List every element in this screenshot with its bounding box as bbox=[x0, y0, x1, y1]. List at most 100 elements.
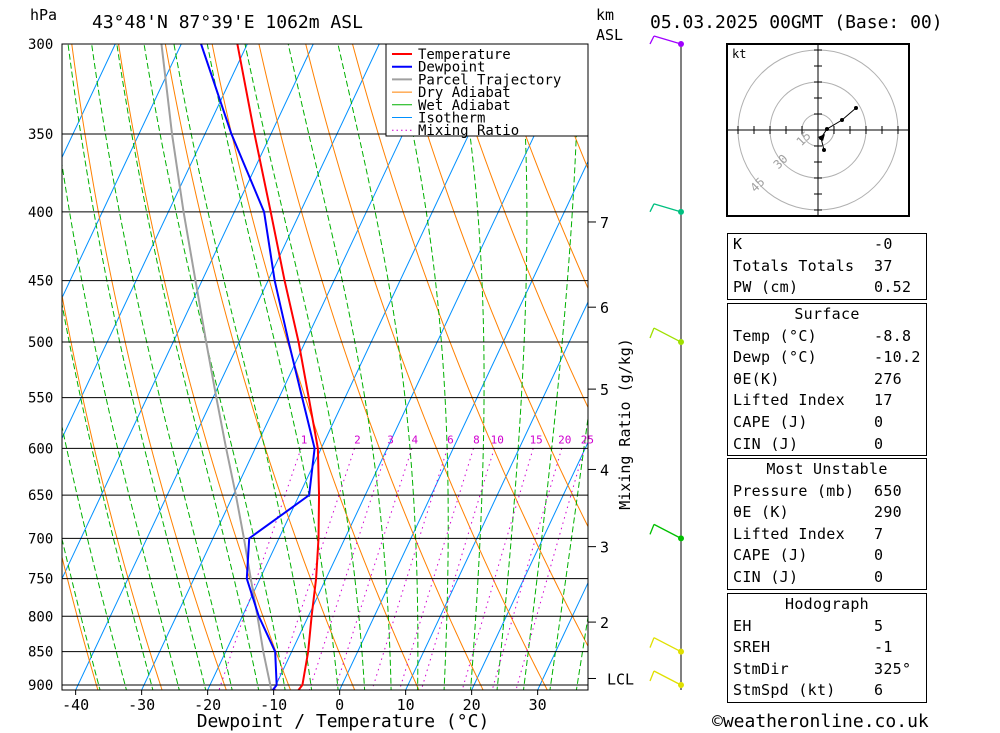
index-key: θE (K) bbox=[733, 503, 789, 522]
legend-label: Parcel Trajectory bbox=[418, 72, 561, 88]
index-key: Pressure (mb) bbox=[733, 481, 855, 500]
index-value: -0 bbox=[874, 235, 893, 253]
wind-barb-shaft bbox=[653, 523, 682, 539]
temperature-tick-label: -10 bbox=[260, 696, 287, 714]
index-row: Dewp (°C) -10.2 bbox=[728, 347, 926, 369]
mixing-ratio-line bbox=[334, 448, 413, 690]
pressure-tick-label: 450 bbox=[28, 274, 53, 290]
legend-label: Dry Adiabat bbox=[418, 85, 511, 101]
index-row: CIN (J) 0 bbox=[728, 567, 926, 589]
index-row: θE(K) 276 bbox=[728, 369, 926, 391]
isotherm-line bbox=[471, 441, 588, 690]
wet-adiabat-line bbox=[496, 44, 528, 690]
plot-grid bbox=[62, 44, 1000, 693]
hodograph-point bbox=[822, 148, 826, 152]
index-key: θE(K) bbox=[733, 369, 780, 388]
mixing-ratio-label: 2 bbox=[354, 433, 361, 446]
profiles bbox=[160, 44, 321, 690]
wet-adiabat-line bbox=[206, 44, 339, 690]
index-row: CAPE (J) 0 bbox=[728, 545, 926, 567]
wind-barb-flag bbox=[649, 35, 655, 45]
wind-barb bbox=[649, 523, 682, 539]
legend-label: Temperature bbox=[418, 47, 511, 63]
pressure-tick-label: 550 bbox=[28, 391, 53, 407]
legend-label: Dewpoint bbox=[418, 60, 485, 76]
index-key: StmSpd (kt) bbox=[733, 681, 836, 700]
dry-adiabat-line bbox=[211, 44, 420, 690]
pressure-tick-label: 650 bbox=[28, 488, 53, 504]
index-value: -1 bbox=[874, 638, 893, 657]
wet-adiabat-line bbox=[62, 161, 180, 690]
pressure-tick-label: 300 bbox=[28, 37, 53, 53]
wind-barb-shaft bbox=[653, 327, 682, 343]
dry-adiabat-line bbox=[398, 44, 588, 528]
mixing-ratio-labels: 1 2 3 4 6 8 10 15 20 25 bbox=[301, 433, 594, 446]
x-axis-title: Dewpoint / Temperature (°C) bbox=[197, 711, 490, 732]
index-row: CAPE (J) 0 bbox=[728, 412, 926, 434]
dry-adiabat-line bbox=[492, 44, 588, 290]
isotherm-line bbox=[405, 300, 588, 690]
plot-frame bbox=[61, 43, 589, 691]
index-key: Temp (°C) bbox=[733, 326, 817, 345]
dewpoint-line bbox=[200, 44, 316, 690]
wind-barb-flag bbox=[649, 203, 655, 213]
dry-adiabat-line bbox=[62, 292, 163, 690]
mixing-ratio-label: 25 bbox=[581, 433, 594, 446]
index-value: 7 bbox=[874, 524, 884, 543]
mixing-ratio-label: 3 bbox=[387, 433, 394, 446]
index-value: 6 bbox=[874, 681, 884, 700]
height-tick-label: 3 bbox=[600, 539, 609, 557]
mixing-ratio-label: 6 bbox=[447, 433, 454, 446]
surface-box: Surface Temp (°C) -8.8 Dewp (°C) -10.2 θE(K)… bbox=[727, 303, 927, 457]
isotherm-line bbox=[537, 581, 588, 690]
isotherm-line bbox=[339, 160, 588, 690]
wind-barb-shaft bbox=[653, 670, 682, 686]
height-tick-label: LCL bbox=[607, 670, 634, 688]
index-value: 276 bbox=[874, 369, 902, 388]
index-key: Lifted Index bbox=[733, 391, 845, 410]
wind-barb bbox=[649, 327, 682, 343]
dry-adiabat-line bbox=[445, 44, 588, 409]
wind-barb-flag bbox=[649, 637, 655, 648]
hodograph-indices-title: Hodograph bbox=[785, 595, 869, 613]
hpa-unit-label: hPa bbox=[30, 6, 57, 24]
location-title: 43°48'N 87°39'E 1062m ASL bbox=[92, 12, 363, 33]
index-row: Lifted Index 7 bbox=[728, 524, 926, 546]
wet-adiabat-line bbox=[456, 44, 485, 690]
wet-adiabat-line bbox=[244, 44, 366, 690]
isotherm-line bbox=[273, 44, 578, 690]
wet-adiabat-line bbox=[394, 44, 449, 690]
pressure-tick-label: 500 bbox=[28, 335, 53, 351]
km-unit-label: km bbox=[596, 6, 614, 24]
legend-label: Wet Adiabat bbox=[418, 98, 511, 114]
isotherm-line bbox=[62, 44, 248, 440]
temperature-tick-label: -40 bbox=[62, 696, 89, 714]
parcel-trajectory-line bbox=[160, 44, 273, 690]
pressure-tick-label: 850 bbox=[28, 645, 53, 661]
index-key: Totals Totals bbox=[733, 256, 855, 275]
height-tick-label: 6 bbox=[600, 299, 609, 317]
asl-unit-label: ASL bbox=[596, 26, 623, 44]
temperature-tick-label: -20 bbox=[194, 696, 221, 714]
index-value: 0.52 bbox=[874, 278, 912, 297]
index-value: 17 bbox=[874, 391, 893, 410]
temperature-tick-label: 30 bbox=[529, 696, 547, 714]
index-key: SREH bbox=[733, 638, 771, 657]
legend-label: Mixing Ratio bbox=[418, 123, 519, 139]
index-row: Pressure (mb) 650 bbox=[728, 481, 926, 503]
temperature-tick-label: 0 bbox=[335, 696, 344, 714]
mixing-ratio-axis-title: Mixing Ratio (g/kg) bbox=[616, 338, 634, 510]
pressure-tick-label: 400 bbox=[28, 205, 53, 221]
dry-adiabat-line bbox=[961, 44, 1000, 693]
isotherm-line bbox=[62, 44, 314, 580]
mixing-ratio-label: 20 bbox=[558, 433, 571, 446]
wet-adiabat-line bbox=[523, 44, 580, 690]
index-key: CAPE (J) bbox=[733, 412, 808, 431]
dry-adiabat-line bbox=[352, 44, 588, 648]
isotherm-line bbox=[207, 44, 512, 690]
wind-barb-shaft bbox=[653, 35, 682, 45]
mixing-ratio-label: 15 bbox=[530, 433, 543, 446]
hodograph-point bbox=[825, 127, 829, 131]
height-tick-label: 2 bbox=[600, 614, 609, 632]
